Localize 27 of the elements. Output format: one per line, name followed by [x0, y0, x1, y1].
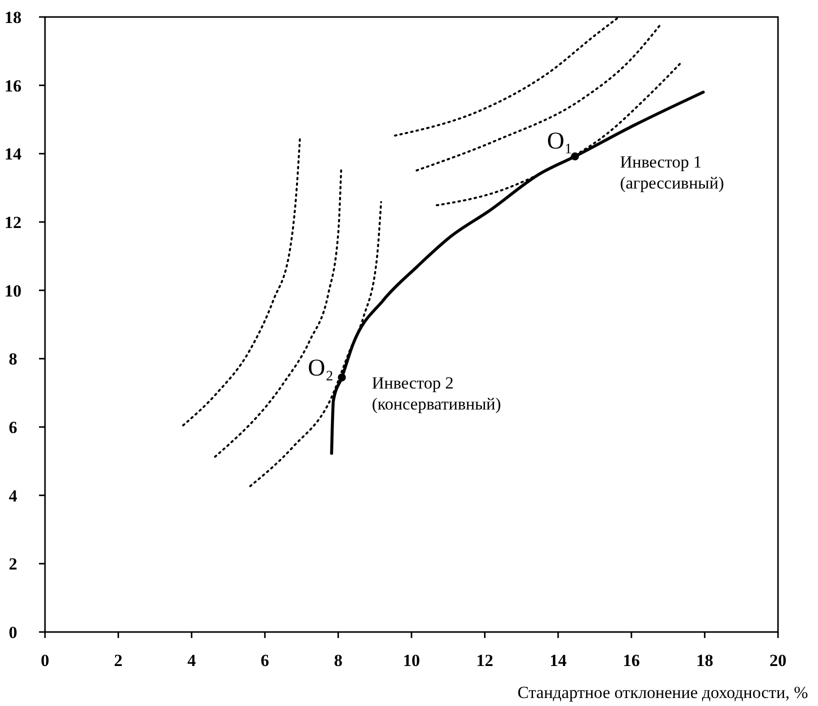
- annotation: Инвестор 2 (консервативный): [372, 373, 502, 414]
- y-tick-label: 2: [8, 554, 18, 574]
- x-tick-label: 6: [260, 651, 270, 670]
- y-tick-label: 0: [8, 622, 18, 642]
- x-tick-label: 16: [622, 651, 640, 670]
- x-tick-label: 2: [114, 651, 123, 670]
- x-tick-label: 18: [696, 651, 714, 670]
- annotation: Инвестор 1 (агрессивный): [620, 152, 724, 192]
- x-tick-label: 12: [476, 651, 494, 670]
- y-tick-label: 6: [8, 418, 18, 437]
- x-axis-title: Стандартное отклонение доходности, %: [518, 683, 808, 702]
- annotation: O₂: [308, 355, 334, 382]
- y-tick-label: 16: [4, 76, 22, 96]
- line-series: [214, 169, 342, 458]
- y-tick-label: 4: [8, 486, 18, 506]
- y-tick-label: 18: [4, 8, 22, 27]
- x-tick-label: 8: [334, 651, 342, 670]
- x-tick-label: 0: [40, 651, 50, 670]
- x-tick-label: 20: [770, 651, 786, 670]
- annotation: O₁: [546, 128, 573, 154]
- x-tick-label: 4: [187, 651, 196, 670]
- y-tick-label: 10: [4, 281, 22, 300]
- y-tick-label: 8: [8, 350, 18, 369]
- x-tick-label: 14: [550, 651, 568, 670]
- x-tick-label: 10: [403, 651, 420, 670]
- y-tick-label: 14: [4, 144, 22, 164]
- y-tick-label: 12: [4, 212, 22, 232]
